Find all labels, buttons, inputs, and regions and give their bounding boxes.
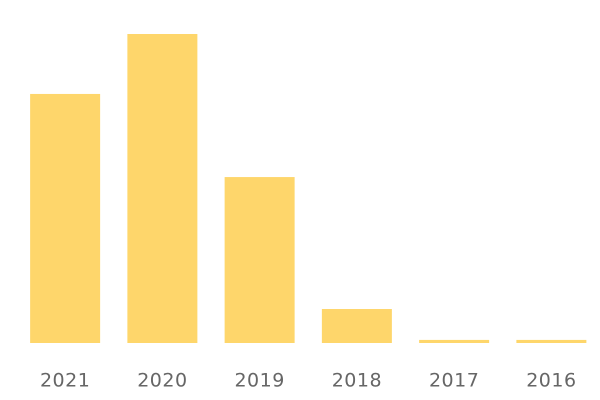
x-tick-label: 2019 [234,370,284,392]
x-tick-label: 2020 [137,370,187,392]
bar [419,339,490,343]
x-tick-label: 2016 [526,370,576,392]
x-tick-label: 2018 [332,370,382,392]
bar [224,177,295,343]
bar [516,339,587,343]
bar [30,93,101,343]
bar [127,34,198,343]
bar [321,309,392,343]
x-tick-label: 2017 [429,370,479,392]
x-tick-label: 2021 [40,370,90,392]
